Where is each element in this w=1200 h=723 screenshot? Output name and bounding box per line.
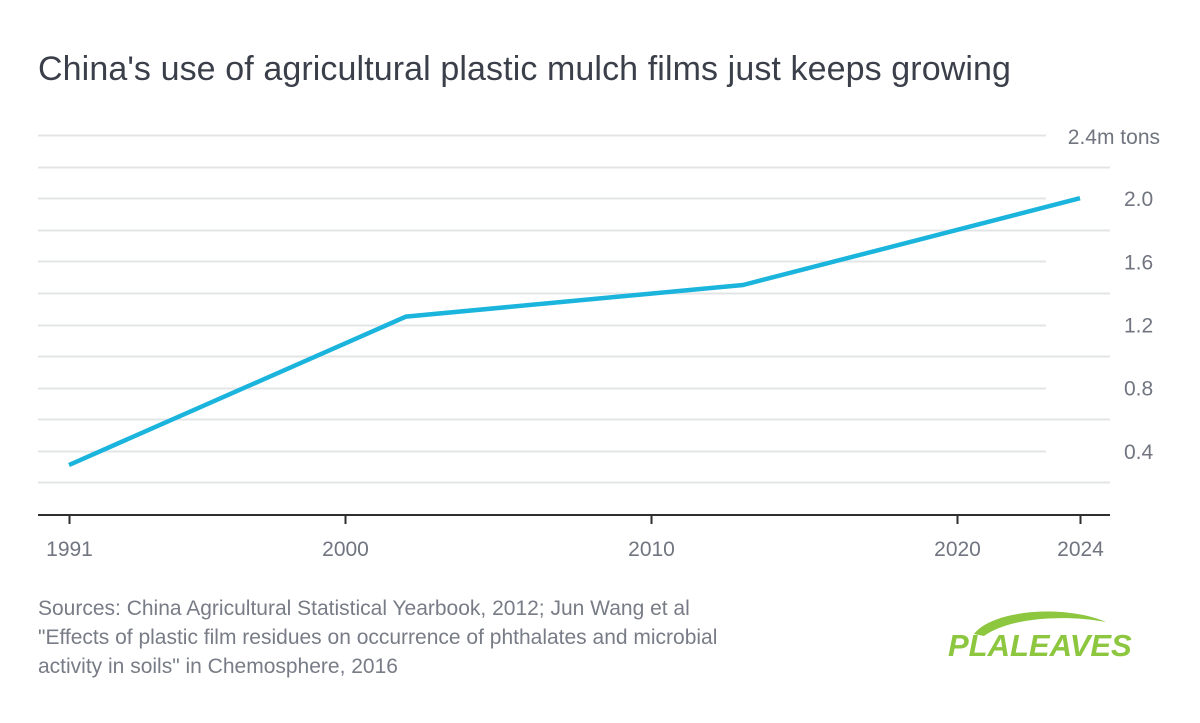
y-axis-unit-label: 2.4m tons bbox=[1068, 126, 1160, 149]
series-line bbox=[68, 196, 1081, 468]
source-line: Sources: China Agricultural Statistical … bbox=[38, 597, 690, 620]
plaleaves-logo: PLALEAVES bbox=[948, 611, 1132, 663]
x-axis bbox=[38, 514, 1110, 524]
x-axis-labels: 1991 2000 2010 2020 2024 bbox=[46, 538, 1104, 561]
leaf-swoosh-icon bbox=[974, 611, 1106, 636]
x-tick-label: 2010 bbox=[628, 538, 675, 561]
y-tick-label: 0.8 bbox=[1124, 378, 1153, 401]
y-tick-label: 1.2 bbox=[1124, 315, 1153, 338]
chart-title: China's use of agricultural plastic mulc… bbox=[38, 50, 1012, 88]
logo-wordmark: PLALEAVES bbox=[948, 628, 1132, 663]
y-tick-label: 0.4 bbox=[1124, 441, 1154, 464]
gridlines bbox=[38, 134, 1110, 484]
x-tick-label: 2000 bbox=[322, 538, 369, 561]
y-tick-label: 1.6 bbox=[1124, 251, 1153, 274]
x-tick-label: 2024 bbox=[1057, 538, 1104, 561]
y-axis-labels: 2.4m tons 0.4 0.8 1.2 1.6 2.0 bbox=[1068, 126, 1160, 464]
source-line: "Effects of plastic film residues on occ… bbox=[38, 626, 718, 649]
source-line: activity in soils" in Chemosphere, 2016 bbox=[38, 655, 398, 678]
source-note: Sources: China Agricultural Statistical … bbox=[38, 594, 898, 681]
y-tick-label: 2.0 bbox=[1124, 188, 1153, 211]
series-layer bbox=[68, 196, 1081, 468]
x-tick-label: 1991 bbox=[46, 538, 93, 561]
x-tick-label: 2020 bbox=[934, 538, 981, 561]
